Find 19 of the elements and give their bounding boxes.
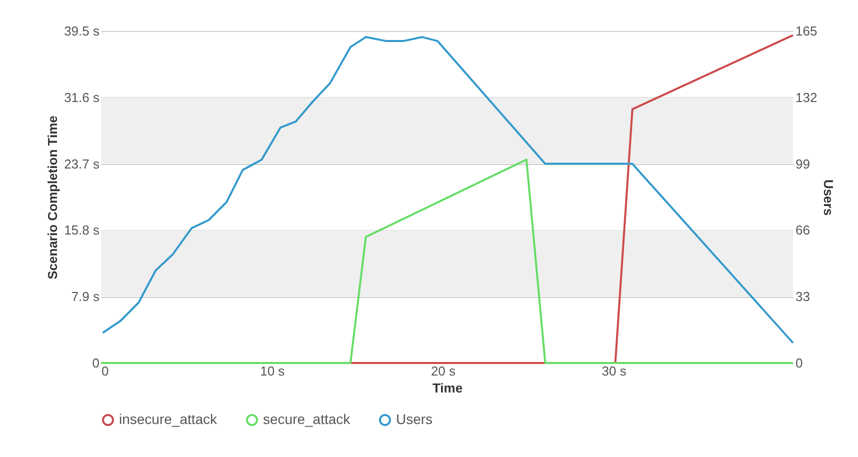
x-tick-label: 30 s <box>602 364 627 378</box>
y2-axis-title: Users <box>821 179 836 216</box>
legend-label: secure_attack <box>263 411 352 427</box>
x-tick-label: 10 s <box>260 364 286 378</box>
legend-label: Users <box>396 411 433 427</box>
y-tick-label: 23.7 s <box>64 156 100 172</box>
y-tick-label: 31.6 s <box>64 90 100 105</box>
y-tick-label: 15.8 s <box>64 222 100 238</box>
y2-tick-label: 99 <box>796 156 810 172</box>
y-tick-label: 39.5 s <box>64 24 100 38</box>
y-tick-label: 7.9 s <box>71 289 100 304</box>
x-axis-title: Time <box>432 380 463 396</box>
x-tick-label: 20 s <box>430 364 456 378</box>
y2-tick-label: 66 <box>796 222 810 238</box>
y2-tick-label: 165 <box>796 24 818 38</box>
y2-tick-label: 132 <box>796 90 818 105</box>
y-axis-title: Scenario Completion Time <box>45 116 60 280</box>
legend-label: insecure_attack <box>119 411 218 427</box>
y2-tick-label: 33 <box>796 289 810 304</box>
